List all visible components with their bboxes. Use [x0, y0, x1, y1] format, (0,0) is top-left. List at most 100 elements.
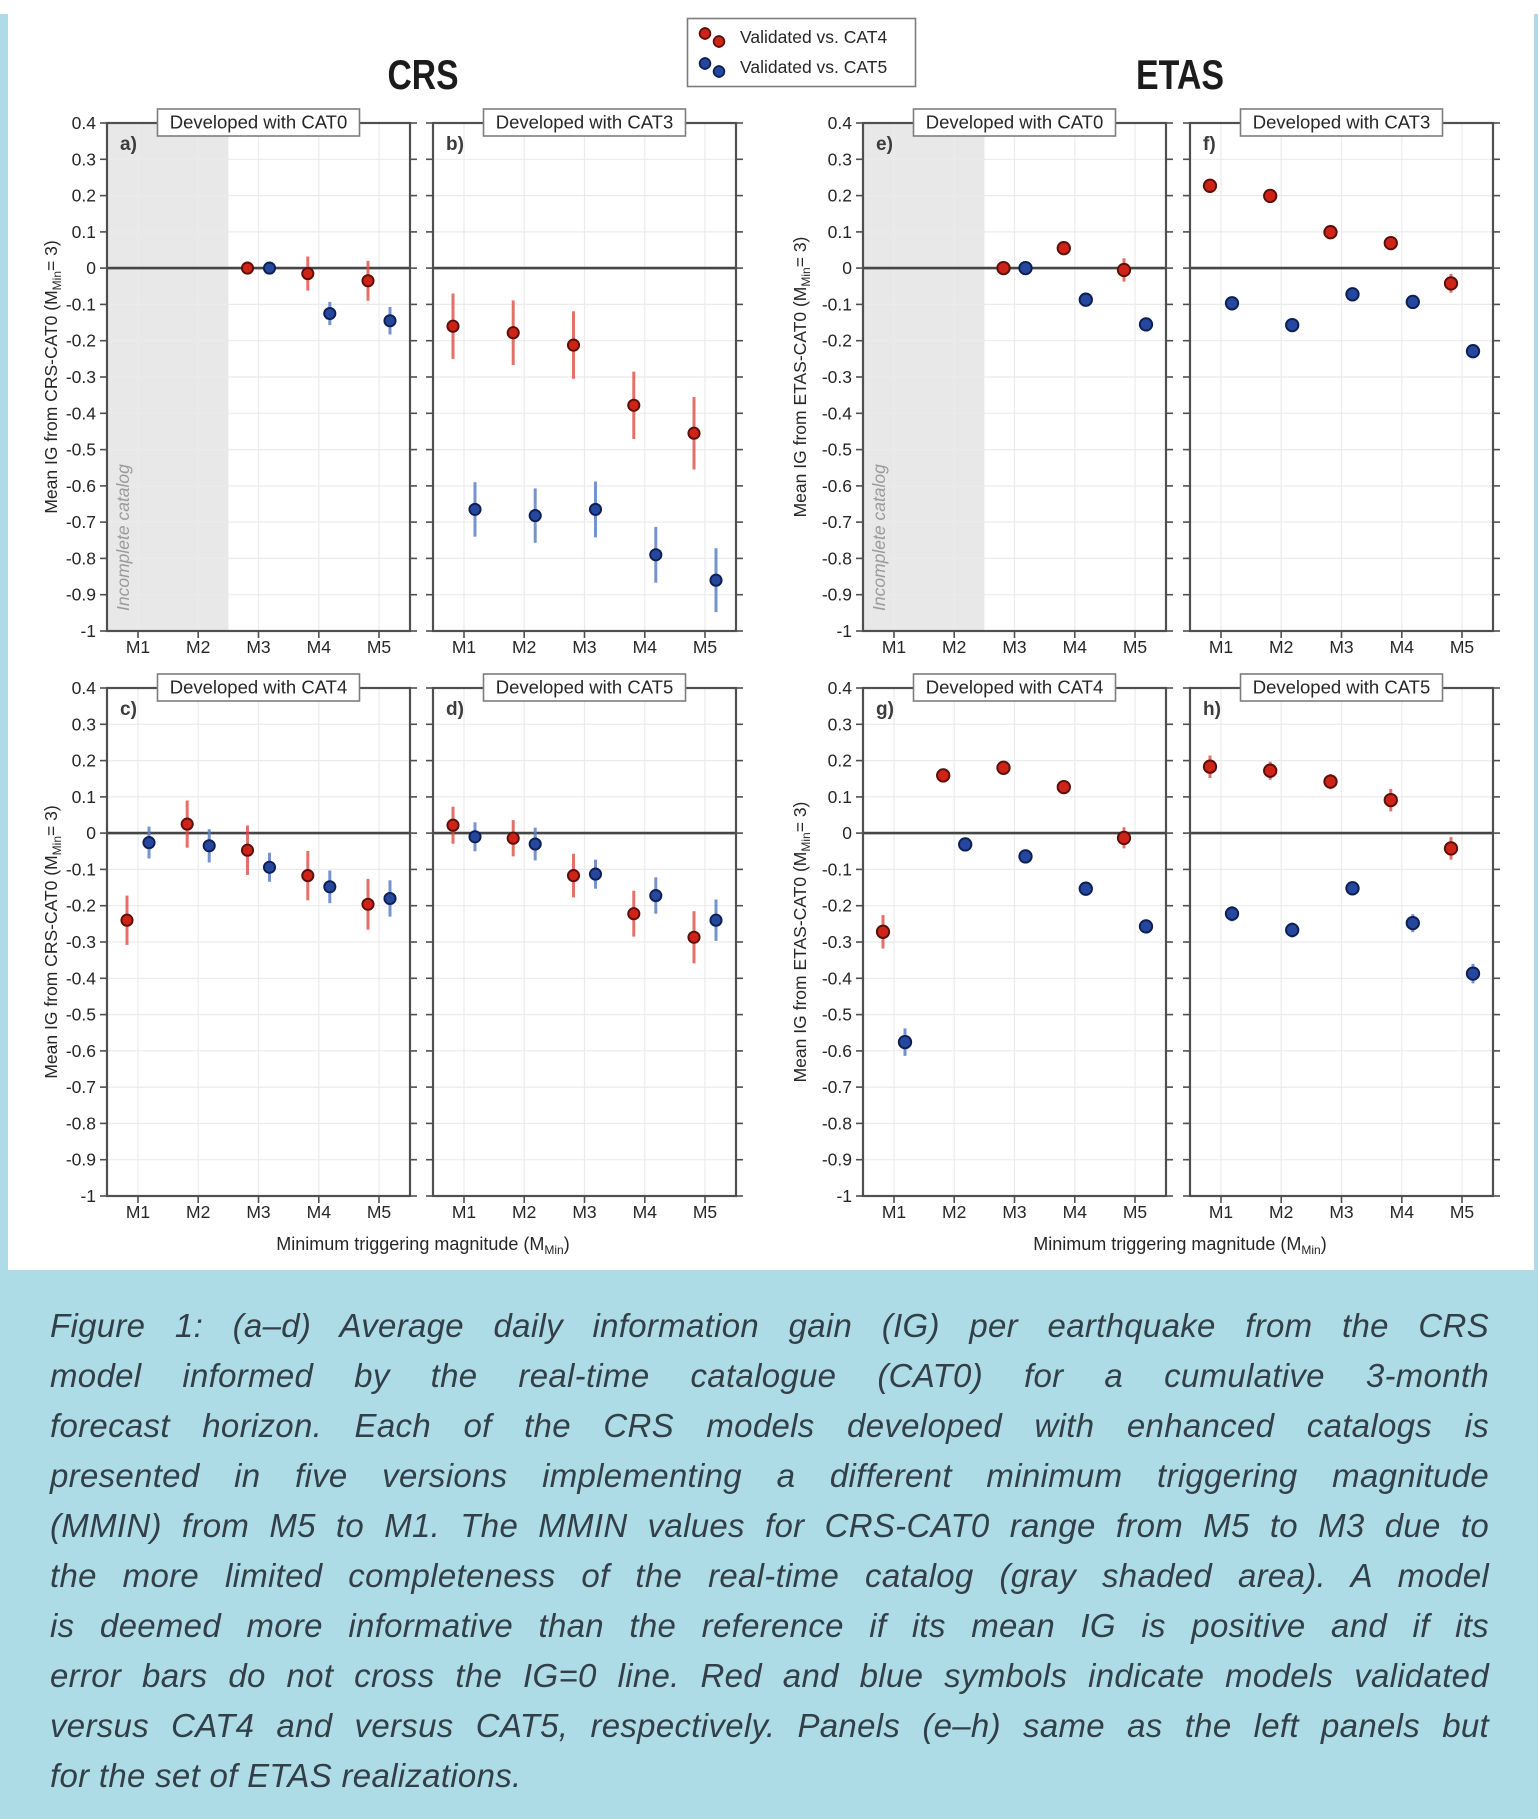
svg-text:f): f) — [1203, 134, 1216, 155]
svg-text:-0.2: -0.2 — [66, 331, 96, 351]
svg-text:0: 0 — [86, 258, 96, 278]
svg-text:-0.1: -0.1 — [822, 294, 852, 314]
svg-text:M1: M1 — [882, 1202, 906, 1222]
svg-text:-0.6: -0.6 — [822, 1041, 852, 1061]
svg-text:0.4: 0.4 — [72, 113, 97, 133]
svg-text:0.4: 0.4 — [828, 678, 853, 698]
svg-text:M3: M3 — [1329, 1202, 1353, 1222]
svg-text:-1: -1 — [80, 1186, 96, 1206]
svg-text:CRS: CRS — [388, 51, 459, 98]
svg-text:M1: M1 — [452, 637, 476, 657]
svg-text:0.2: 0.2 — [828, 751, 852, 771]
svg-text:M3: M3 — [246, 637, 270, 657]
svg-text:-0.1: -0.1 — [66, 294, 96, 314]
svg-text:M5: M5 — [367, 1202, 391, 1222]
svg-text:0.2: 0.2 — [72, 186, 96, 206]
svg-text:e): e) — [876, 134, 893, 155]
svg-text:-0.9: -0.9 — [66, 585, 96, 605]
svg-text:M1: M1 — [126, 637, 150, 657]
svg-text:Developed with CAT5: Developed with CAT5 — [496, 677, 674, 698]
svg-text:M2: M2 — [186, 1202, 210, 1222]
svg-text:0.4: 0.4 — [72, 678, 97, 698]
svg-text:Mean IG from ETAS-CAT0 (MMin=: Mean IG from ETAS-CAT0 (MMin= 3) — [790, 237, 813, 518]
svg-text:M2: M2 — [186, 637, 210, 657]
svg-text:M2: M2 — [942, 1202, 966, 1222]
svg-text:M1: M1 — [882, 637, 906, 657]
svg-text:M4: M4 — [633, 637, 658, 657]
svg-text:Mean IG from CRS-CAT0 (MMin= 3: Mean IG from CRS-CAT0 (MMin= 3) — [41, 805, 64, 1078]
svg-text:M1: M1 — [126, 1202, 150, 1222]
svg-text:Minimum triggering magnitude (: Minimum triggering magnitude (MMin) — [1033, 1234, 1326, 1257]
svg-text:M1: M1 — [1209, 637, 1233, 657]
svg-text:0.3: 0.3 — [72, 149, 96, 169]
svg-text:Developed with CAT4: Developed with CAT4 — [926, 677, 1104, 698]
svg-text:M5: M5 — [1123, 637, 1147, 657]
svg-text:M4: M4 — [633, 1202, 658, 1222]
svg-text:-0.3: -0.3 — [66, 932, 96, 952]
svg-text:M5: M5 — [693, 1202, 717, 1222]
svg-text:M5: M5 — [1123, 1202, 1147, 1222]
svg-text:-0.6: -0.6 — [66, 476, 96, 496]
svg-text:M2: M2 — [512, 1202, 536, 1222]
svg-text:b): b) — [446, 134, 464, 155]
svg-text:-0.5: -0.5 — [66, 440, 96, 460]
svg-text:Incomplete catalog: Incomplete catalog — [869, 464, 889, 611]
svg-text:M3: M3 — [1329, 637, 1353, 657]
svg-text:c): c) — [120, 699, 137, 720]
svg-text:-0.3: -0.3 — [66, 367, 96, 387]
svg-text:0.3: 0.3 — [828, 149, 852, 169]
svg-text:-0.7: -0.7 — [66, 1077, 96, 1097]
svg-text:M2: M2 — [512, 637, 536, 657]
svg-text:Developed with CAT3: Developed with CAT3 — [1253, 112, 1431, 133]
svg-text:0.1: 0.1 — [72, 787, 96, 807]
svg-text:-0.6: -0.6 — [66, 1041, 96, 1061]
svg-text:-0.6: -0.6 — [822, 476, 852, 496]
svg-text:M2: M2 — [1269, 1202, 1293, 1222]
svg-text:-0.9: -0.9 — [822, 585, 852, 605]
svg-text:M3: M3 — [1002, 637, 1026, 657]
svg-text:-0.3: -0.3 — [822, 367, 852, 387]
svg-text:-0.2: -0.2 — [66, 896, 96, 916]
svg-text:-0.8: -0.8 — [66, 548, 96, 568]
svg-text:-0.1: -0.1 — [822, 859, 852, 879]
svg-text:-1: -1 — [836, 1186, 852, 1206]
svg-text:-0.7: -0.7 — [66, 512, 96, 532]
svg-text:M1: M1 — [1209, 1202, 1233, 1222]
svg-text:M4: M4 — [1063, 637, 1088, 657]
svg-text:-0.7: -0.7 — [822, 1077, 852, 1097]
svg-text:-1: -1 — [836, 621, 852, 641]
svg-text:-0.2: -0.2 — [822, 896, 852, 916]
svg-text:-0.8: -0.8 — [822, 548, 852, 568]
svg-text:M5: M5 — [367, 637, 391, 657]
svg-text:ETAS: ETAS — [1136, 51, 1224, 98]
svg-text:Developed with CAT0: Developed with CAT0 — [170, 112, 348, 133]
svg-text:-0.9: -0.9 — [822, 1150, 852, 1170]
svg-text:Mean IG from CRS-CAT0 (MMin= 3: Mean IG from CRS-CAT0 (MMin= 3) — [41, 240, 64, 513]
svg-text:M5: M5 — [1450, 1202, 1474, 1222]
svg-text:-0.2: -0.2 — [822, 331, 852, 351]
svg-text:Validated vs. CAT5: Validated vs. CAT5 — [740, 57, 887, 77]
svg-text:M3: M3 — [572, 637, 596, 657]
svg-text:M2: M2 — [942, 637, 966, 657]
svg-text:M4: M4 — [307, 1202, 332, 1222]
svg-text:h): h) — [1203, 699, 1221, 720]
svg-text:d): d) — [446, 699, 464, 720]
svg-text:M3: M3 — [572, 1202, 596, 1222]
svg-text:0: 0 — [86, 823, 96, 843]
svg-text:g): g) — [876, 699, 894, 720]
svg-text:Developed with CAT0: Developed with CAT0 — [926, 112, 1104, 133]
svg-text:-0.4: -0.4 — [822, 403, 852, 423]
svg-text:Validated vs. CAT4: Validated vs. CAT4 — [740, 27, 887, 47]
svg-text:M4: M4 — [1390, 1202, 1415, 1222]
svg-text:-0.4: -0.4 — [66, 403, 96, 423]
svg-text:Developed with CAT3: Developed with CAT3 — [496, 112, 674, 133]
svg-text:0.4: 0.4 — [828, 113, 853, 133]
svg-text:-0.5: -0.5 — [822, 1005, 852, 1025]
svg-text:M2: M2 — [1269, 637, 1293, 657]
svg-text:M3: M3 — [1002, 1202, 1026, 1222]
svg-text:0.1: 0.1 — [828, 222, 852, 242]
svg-text:M5: M5 — [1450, 637, 1474, 657]
svg-text:M5: M5 — [693, 637, 717, 657]
svg-text:M4: M4 — [307, 637, 332, 657]
svg-text:a): a) — [120, 134, 137, 155]
